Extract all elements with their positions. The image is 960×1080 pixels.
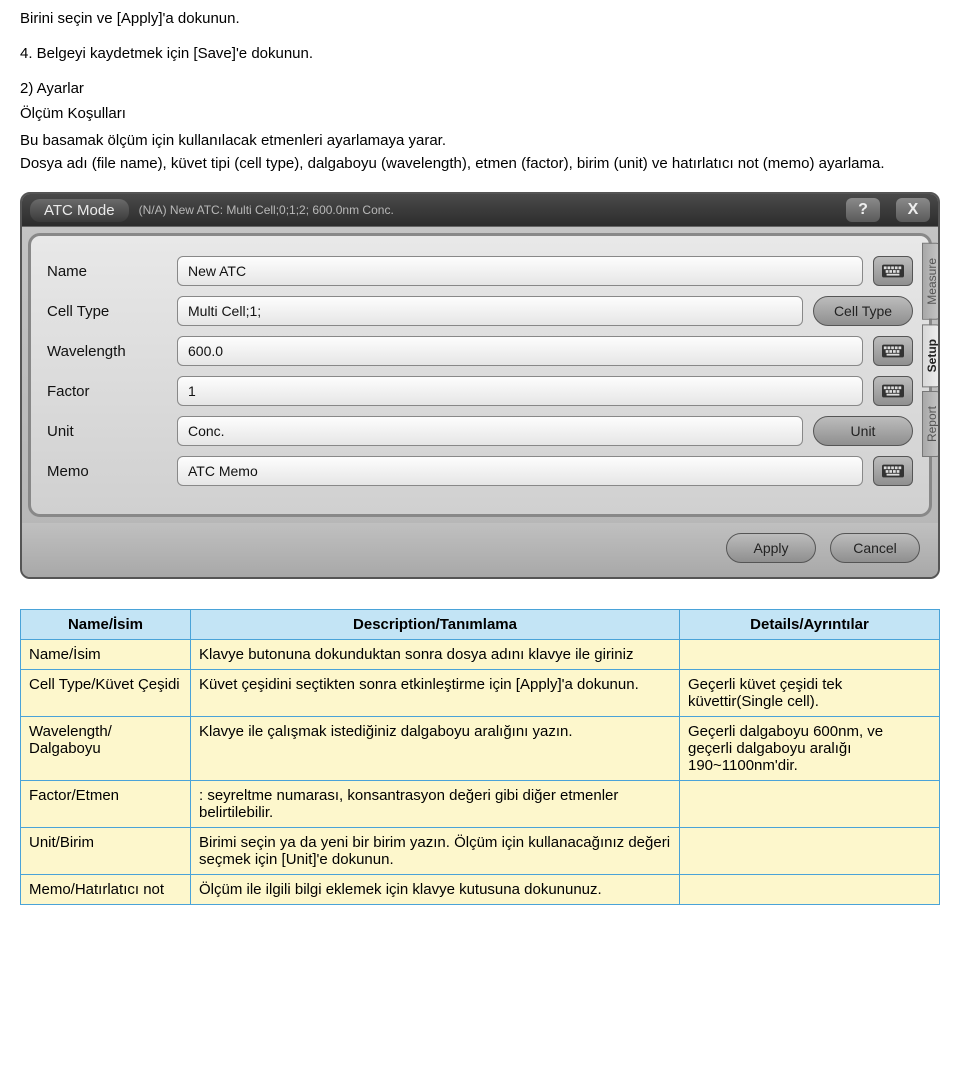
th-name: Name/İsim [21, 610, 191, 640]
table-row: Name/İsim Klavye butonuna dokunduktan so… [21, 640, 940, 670]
cell-desc: Klavye ile çalışmak istediğiniz dalgaboy… [191, 717, 680, 781]
section-heading: 2) Ayarlar [20, 80, 940, 97]
cell-name: Cell Type/Küvet Çeşidi [21, 670, 191, 717]
intro-line-1: Birini seçin ve [Apply]'a dokunun. [20, 10, 940, 27]
cell-desc: Küvet çeşidini seçtikten sonra etkinleşt… [191, 670, 680, 717]
unit-button[interactable]: Unit [813, 416, 913, 446]
keyboard-icon[interactable] [873, 336, 913, 366]
label-cell-type: Cell Type [47, 303, 167, 320]
keyboard-icon[interactable] [873, 456, 913, 486]
cell-details [680, 781, 940, 828]
section-desc-2: Dosya adı (file name), küvet tipi (cell … [20, 155, 940, 172]
row-wavelength: Wavelength 600.0 [47, 336, 913, 366]
help-button[interactable]: ? [846, 198, 880, 222]
cell-desc: Birimi seçin ya da yeni bir birim yazın.… [191, 828, 680, 875]
row-name: Name New ATC [47, 256, 913, 286]
keyboard-icon[interactable] [873, 256, 913, 286]
row-unit: Unit Conc. Unit [47, 416, 913, 446]
field-unit[interactable]: Conc. [177, 416, 803, 446]
row-memo: Memo ATC Memo [47, 456, 913, 486]
panel-header: ATC Mode (N/A) New ATC: Multi Cell;0;1;2… [22, 194, 938, 227]
cell-name: Memo/Hatırlatıcı not [21, 875, 191, 905]
cell-name: Factor/Etmen [21, 781, 191, 828]
label-wavelength: Wavelength [47, 343, 167, 360]
cell-details: Geçerli küvet çeşidi tek küvettir(Single… [680, 670, 940, 717]
table-row: Memo/Hatırlatıcı not Ölçüm ile ilgili bi… [21, 875, 940, 905]
mode-badge: ATC Mode [30, 199, 129, 222]
panel-body: Name New ATC Cell Type Multi Cell;1; Cel… [28, 233, 932, 517]
tab-report[interactable]: Report [922, 391, 940, 457]
cell-desc: : seyreltme numarası, konsantrasyon değe… [191, 781, 680, 828]
keyboard-icon[interactable] [873, 376, 913, 406]
table-row: Unit/Birim Birimi seçin ya da yeni bir b… [21, 828, 940, 875]
close-button[interactable]: X [896, 198, 930, 222]
field-memo[interactable]: ATC Memo [177, 456, 863, 486]
cell-details [680, 828, 940, 875]
label-factor: Factor [47, 383, 167, 400]
cell-details [680, 875, 940, 905]
cancel-button[interactable]: Cancel [830, 533, 920, 563]
cell-name: Unit/Birim [21, 828, 191, 875]
label-name: Name [47, 263, 167, 280]
cell-name: Wavelength/ Dalgaboyu [21, 717, 191, 781]
section-desc-1: Bu basamak ölçüm için kullanılacak etmen… [20, 132, 940, 149]
cell-details [680, 640, 940, 670]
cell-desc: Ölçüm ile ilgili bilgi eklemek için klav… [191, 875, 680, 905]
apply-button[interactable]: Apply [726, 533, 816, 563]
side-tabs: Measure Setup Report [922, 243, 940, 457]
table-row: Wavelength/ Dalgaboyu Klavye ile çalışma… [21, 717, 940, 781]
cell-details: Geçerli dalgaboyu 600nm, ve geçerli dalg… [680, 717, 940, 781]
tab-setup[interactable]: Setup [922, 324, 940, 387]
intro-line-2: 4. Belgeyi kaydetmek için [Save]'e dokun… [20, 45, 940, 62]
header-crumbs: (N/A) New ATC: Multi Cell;0;1;2; 600.0nm… [139, 203, 830, 217]
field-name[interactable]: New ATC [177, 256, 863, 286]
row-cell-type: Cell Type Multi Cell;1; Cell Type [47, 296, 913, 326]
field-factor[interactable]: 1 [177, 376, 863, 406]
label-memo: Memo [47, 463, 167, 480]
spec-table: Name/İsim Description/Tanımlama Details/… [20, 609, 940, 905]
table-row: Cell Type/Küvet Çeşidi Küvet çeşidini se… [21, 670, 940, 717]
th-details: Details/Ayrıntılar [680, 610, 940, 640]
th-desc: Description/Tanımlama [191, 610, 680, 640]
label-unit: Unit [47, 423, 167, 440]
row-factor: Factor 1 [47, 376, 913, 406]
cell-desc: Klavye butonuna dokunduktan sonra dosya … [191, 640, 680, 670]
field-cell-type[interactable]: Multi Cell;1; [177, 296, 803, 326]
section-subheading: Ölçüm Koşulları [20, 105, 940, 122]
panel-footer: Apply Cancel [22, 523, 938, 577]
field-wavelength[interactable]: 600.0 [177, 336, 863, 366]
tab-measure[interactable]: Measure [922, 243, 940, 320]
atc-mode-panel: ATC Mode (N/A) New ATC: Multi Cell;0;1;2… [20, 192, 940, 579]
table-row: Factor/Etmen : seyreltme numarası, konsa… [21, 781, 940, 828]
cell-type-button[interactable]: Cell Type [813, 296, 913, 326]
cell-name: Name/İsim [21, 640, 191, 670]
